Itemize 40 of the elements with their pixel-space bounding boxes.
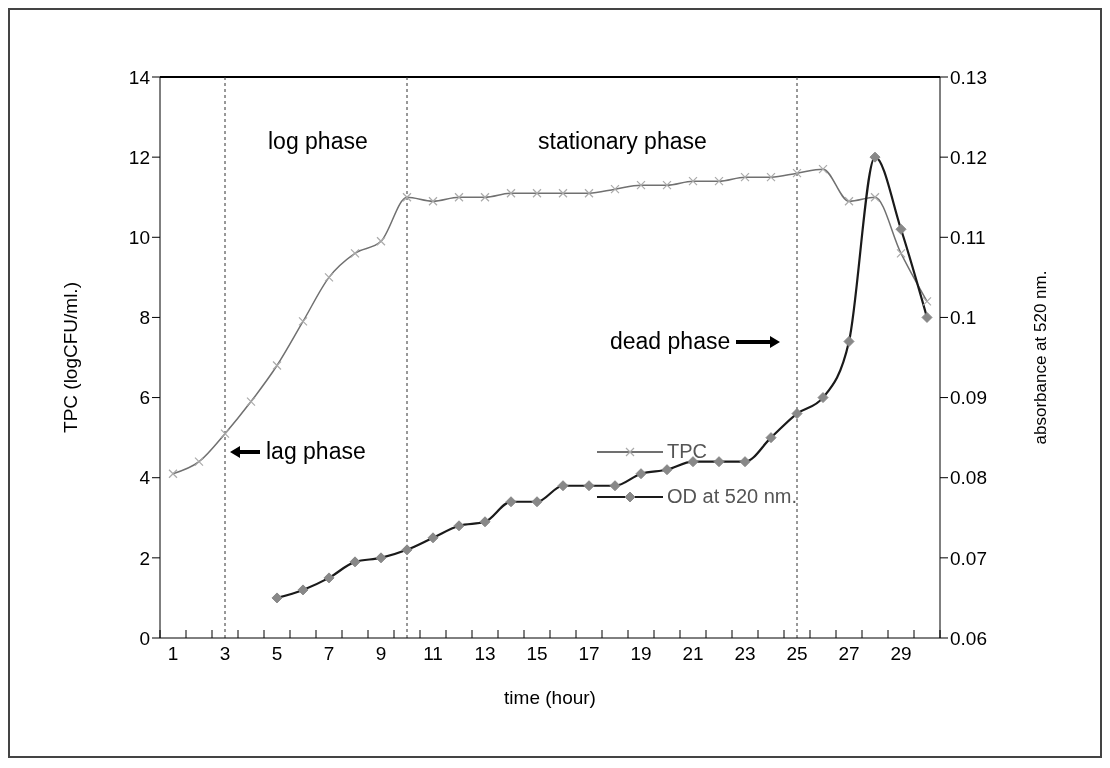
y-tick-label: 10 [128,227,150,249]
x-tick-label: 17 [578,643,600,664]
y-tick-label: 4 [139,467,151,489]
legend-label: OD at 520 nm. [667,485,798,508]
x-axis-title: time (hour) [504,687,596,708]
x-tick-label: 9 [375,643,387,664]
x-tick-label: 25 [786,643,808,664]
legend-label: TPC [667,440,707,463]
annotation: log phase [268,128,368,155]
y2-tick-label: 0.06 [950,627,987,649]
x-tick-label: 19 [630,643,652,664]
x-tick-label: 1 [167,643,179,664]
y2-tick-label: 0.13 [950,66,987,88]
x-tick-label: 15 [526,643,548,664]
x-tick-label: 7 [323,643,335,664]
x-tick-label: 3 [219,643,231,664]
annotation: lag phase [266,438,366,465]
annotation: stationary phase [538,128,707,155]
x-tick-label: 23 [734,643,756,664]
x-tick-label: 21 [682,643,704,664]
y-tick-label: 8 [139,307,150,329]
y-tick-label: 0 [139,627,150,649]
x-tick-label: 29 [890,643,912,664]
annotation: dead phase [610,328,731,355]
x-tick-label: 27 [838,643,860,664]
y2-tick-label: 0.08 [950,467,987,489]
y-tick-label: 2 [139,547,150,569]
y2-tick-label: 0.11 [950,227,986,249]
x-tick-label: 13 [474,643,496,664]
x-tick-label: 5 [271,643,283,664]
x-tick-label: 11 [423,643,443,664]
y2-tick-label: 0.07 [950,547,987,569]
y-tick-label: 6 [139,387,150,409]
y-tick-label: 14 [128,66,151,88]
y2-tick-label: 0.12 [950,146,987,168]
y2-axis-title: absorbance at 520 nm. [1031,270,1051,445]
y-axis-title: TPC (logCFU/ml.) [59,282,81,433]
y2-tick-label: 0.09 [950,387,987,409]
y-tick-label: 12 [128,146,150,168]
y2-tick-label: 0.1 [950,307,977,329]
